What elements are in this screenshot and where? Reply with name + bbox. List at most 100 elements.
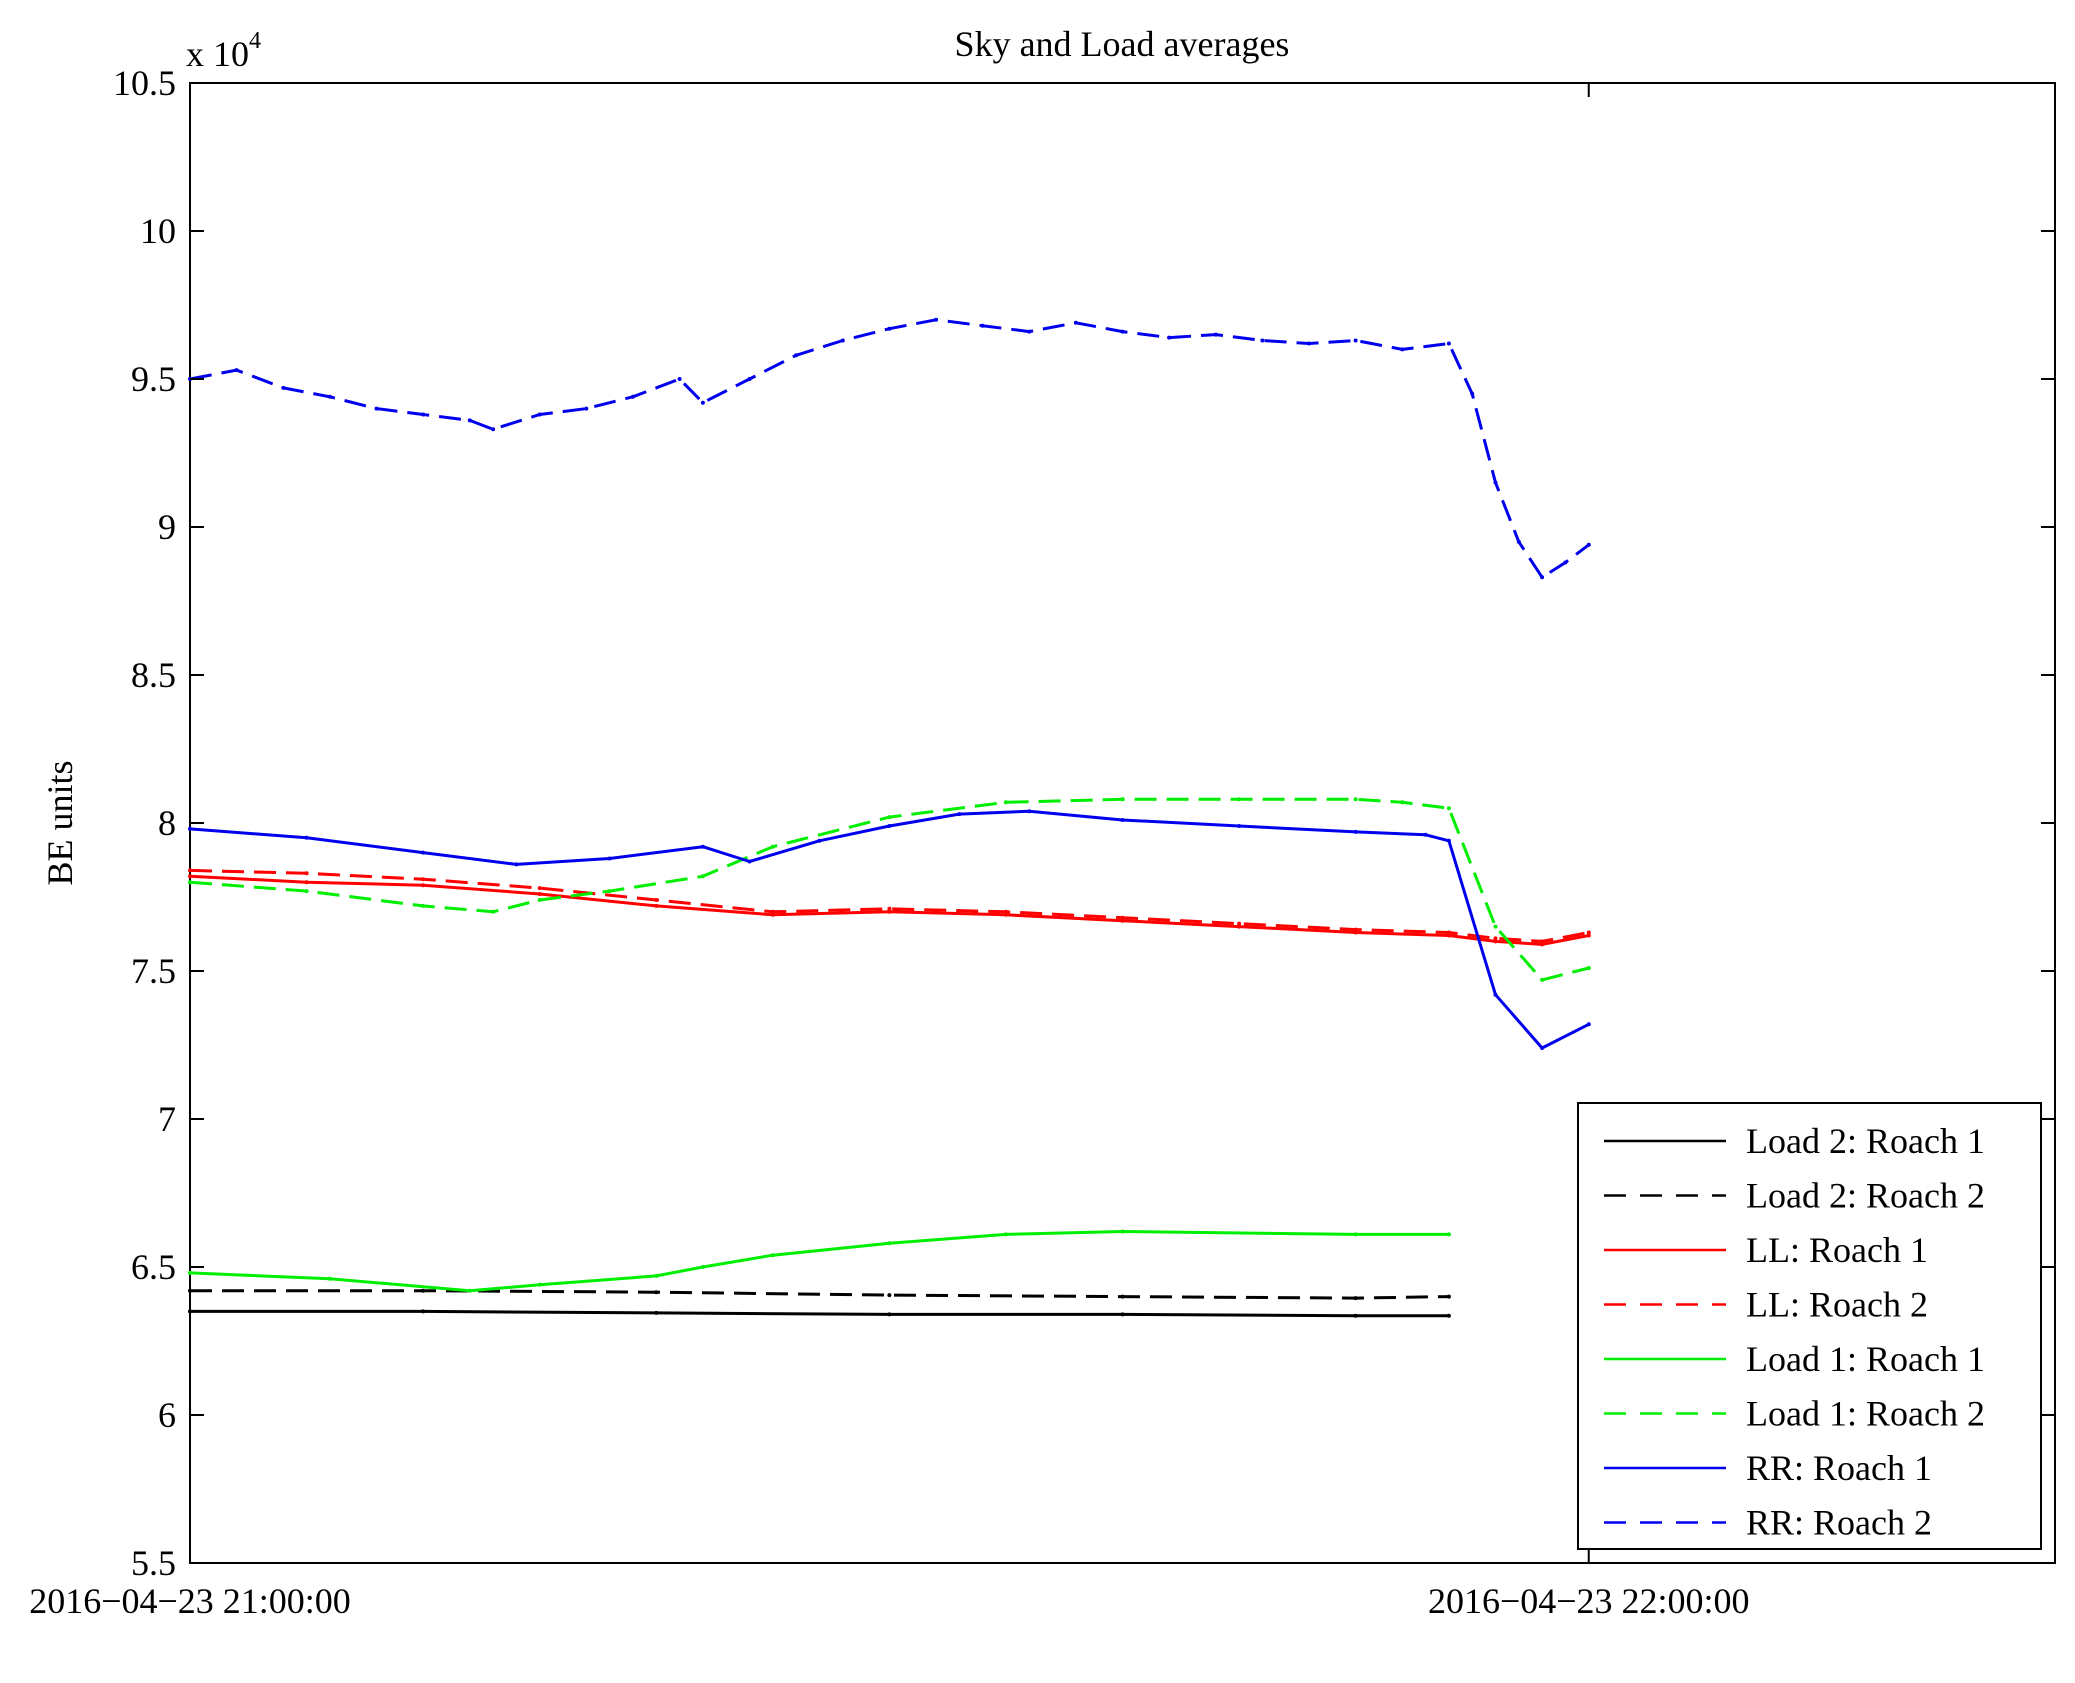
series-point xyxy=(1586,930,1591,935)
y-multiplier: x 104 xyxy=(186,28,261,74)
ticks-layer: 5.5 6 6.5 7 7.5 8 8.5 9 9.5 10 10.5 2016−04−23 21:0… xyxy=(29,63,2055,1621)
series-point xyxy=(1586,933,1591,938)
y-axis-label: BE units xyxy=(40,760,80,885)
series-point xyxy=(188,1288,192,1293)
series-point xyxy=(1493,924,1498,929)
series-point xyxy=(514,862,519,867)
series-point xyxy=(537,892,542,896)
y-tick-label: 7.5 xyxy=(131,951,176,991)
series-point xyxy=(1307,341,1311,346)
series-point xyxy=(1493,936,1498,941)
series-point xyxy=(887,326,892,331)
series-point xyxy=(1120,1229,1125,1234)
series-point xyxy=(188,868,192,873)
series-point xyxy=(1516,539,1521,544)
series-point xyxy=(304,835,309,840)
series-point xyxy=(654,1290,659,1295)
series-point xyxy=(1003,912,1008,917)
y-tick-label: 6 xyxy=(158,1395,176,1435)
legend-entry: Load 2: Roach 1 xyxy=(1746,1121,1985,1161)
series-point xyxy=(934,317,938,322)
series-point xyxy=(188,874,192,879)
series-point xyxy=(1540,939,1545,944)
series-point xyxy=(1353,338,1358,343)
series-point xyxy=(654,1310,659,1315)
series-point xyxy=(421,412,426,417)
series-point xyxy=(1446,838,1451,843)
series-point xyxy=(1213,332,1218,337)
series-point xyxy=(1353,1313,1358,1318)
series-point xyxy=(1353,1232,1358,1237)
y-tick-label: 10 xyxy=(140,211,176,251)
x-tick-label: 2016−04−23 22:00:00 xyxy=(1428,1581,1750,1621)
series-layer xyxy=(188,317,1591,1318)
series-point xyxy=(1563,560,1568,565)
series-point xyxy=(747,377,752,381)
series-point xyxy=(770,909,775,914)
legend-entry: Load 1: Roach 2 xyxy=(1746,1394,1985,1434)
series-point xyxy=(1540,942,1545,947)
series-point xyxy=(677,377,682,381)
series-point xyxy=(980,323,985,328)
series-point xyxy=(304,871,309,876)
series-point xyxy=(1540,1046,1545,1050)
series-point xyxy=(491,427,496,432)
series-point xyxy=(537,412,542,417)
series-point xyxy=(957,812,962,817)
series-point xyxy=(1353,797,1358,802)
y-tick-label: 10.5 xyxy=(113,63,176,103)
series-point xyxy=(1003,1232,1008,1237)
series-point xyxy=(654,1273,659,1278)
series-point xyxy=(887,1293,892,1298)
series-point xyxy=(1446,930,1451,935)
y-multiplier-base: x 10 xyxy=(186,34,249,74)
series-point xyxy=(1470,391,1475,396)
y-tick-label: 6.5 xyxy=(131,1247,176,1287)
series-point xyxy=(887,906,892,911)
series-point xyxy=(1540,575,1545,580)
series-point xyxy=(1446,1313,1451,1318)
series-point xyxy=(654,903,659,908)
series-point xyxy=(1027,809,1032,814)
series-point xyxy=(421,883,426,888)
series-point xyxy=(537,886,542,891)
series-point xyxy=(887,1312,892,1317)
series-point xyxy=(817,838,822,843)
series-point xyxy=(1120,915,1125,920)
series-point xyxy=(770,912,775,917)
series-point xyxy=(700,874,705,879)
series-point xyxy=(1003,909,1008,914)
series-point xyxy=(1120,1294,1125,1299)
series-point xyxy=(1120,1312,1125,1317)
x-tick-label: 2016−04−23 21:00:00 xyxy=(29,1581,351,1621)
chart-title: Sky and Load averages xyxy=(955,24,1290,64)
series-point xyxy=(1167,335,1172,340)
series-point xyxy=(584,406,589,411)
series-point xyxy=(1120,329,1125,334)
series-point xyxy=(421,877,426,882)
series-point xyxy=(840,338,845,343)
y-multiplier-exponent: 4 xyxy=(249,28,261,54)
series-point xyxy=(887,909,892,914)
series-point xyxy=(421,1309,426,1314)
series-point xyxy=(1400,800,1405,805)
series-point xyxy=(281,385,286,390)
legend-entry: RR: Roach 2 xyxy=(1746,1503,1932,1543)
series-point xyxy=(654,898,659,902)
series-point xyxy=(234,368,239,373)
legend: Load 2: Roach 1 Load 2: Roach 2 LL: Roach … xyxy=(1577,1102,2042,1550)
series-point xyxy=(1446,806,1451,811)
y-tick-label: 9 xyxy=(158,507,176,547)
series-point xyxy=(1237,824,1242,828)
series-point xyxy=(1353,930,1358,935)
series-point xyxy=(1586,1022,1591,1027)
y-tick-label: 9.5 xyxy=(131,359,176,399)
series-point xyxy=(1237,797,1242,802)
series-point xyxy=(1423,832,1428,837)
y-tick-label: 8.5 xyxy=(131,655,176,695)
series-point xyxy=(1353,829,1358,834)
series-point xyxy=(1446,1232,1451,1237)
legend-entry: Load 1: Roach 1 xyxy=(1746,1339,1985,1379)
series-point xyxy=(1120,818,1125,822)
